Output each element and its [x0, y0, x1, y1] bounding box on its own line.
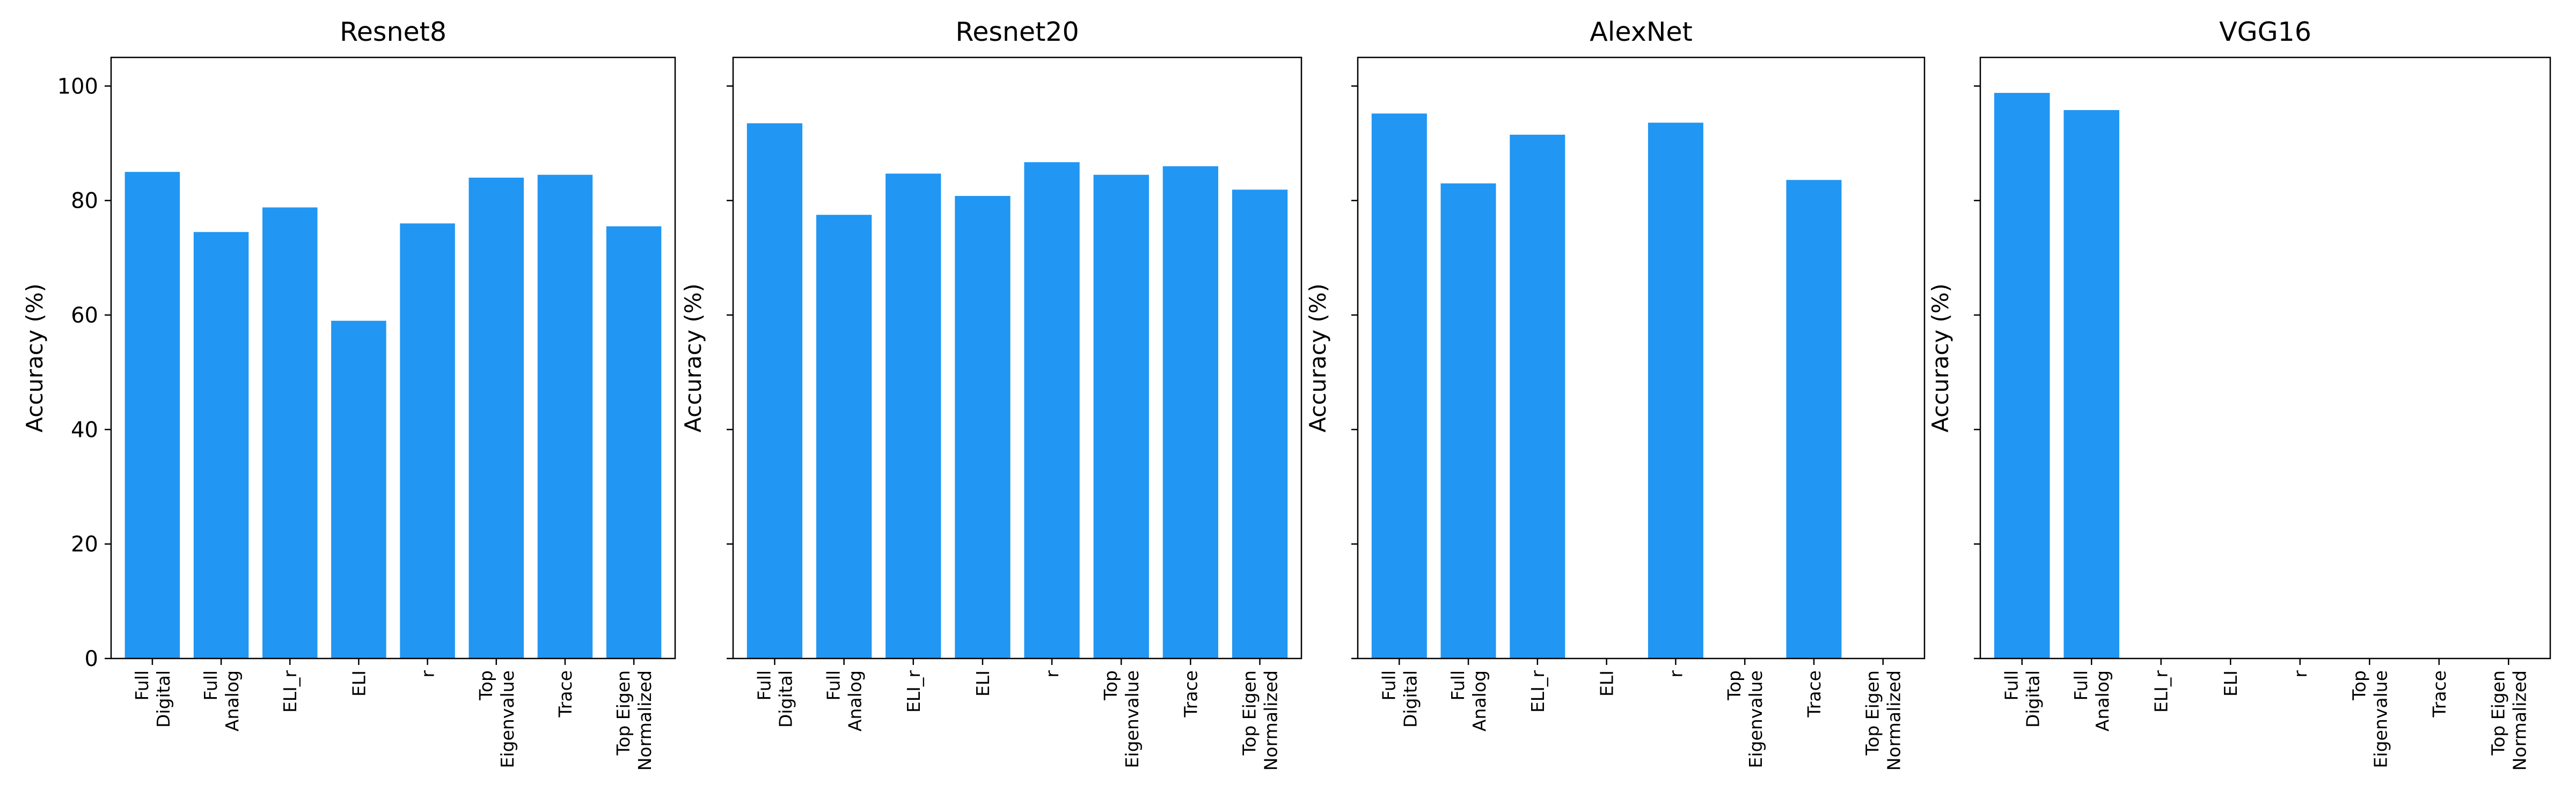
x-tick-label: FullDigital — [131, 670, 174, 728]
chart-title: Resnet8 — [340, 17, 447, 47]
bar — [816, 215, 872, 658]
y-tick-label: 60 — [71, 303, 98, 328]
x-tick-label: FullAnalog — [823, 670, 866, 731]
axes-frame — [110, 56, 676, 660]
x-tick-label: TopEigenvalue — [1724, 670, 1766, 768]
x-tick-label: ELI_r — [1527, 670, 1548, 713]
x-tick-label: TopEigenvalue — [2348, 670, 2391, 768]
x-tick-label: TopEigenvalue — [1100, 670, 1143, 768]
x-tick-label: r — [2290, 670, 2311, 678]
bar — [1162, 166, 1218, 658]
y-tick-label: 0 — [85, 647, 98, 671]
chart-title: AlexNet — [1590, 17, 1692, 47]
x-tick-label: ELI — [1597, 670, 1618, 697]
x-tick-label: FullDigital — [1378, 670, 1421, 728]
bar — [1371, 113, 1427, 658]
x-tick-label: Trace — [2429, 670, 2450, 718]
x-tick-label: Trace — [555, 670, 576, 718]
x-tick-label: ELI_r — [2151, 670, 2172, 713]
x-tick-label: FullAnalog — [2070, 670, 2113, 731]
axes-frame — [732, 56, 1302, 660]
x-tick-label: Top EigenNormalized — [613, 670, 655, 771]
bar — [1024, 162, 1080, 658]
x-tick-label: ELI_r — [280, 670, 301, 713]
x-tick-label: FullDigital — [753, 670, 796, 728]
x-tick-label: r — [418, 670, 438, 678]
bar — [1232, 189, 1288, 658]
y-tick-label: 40 — [71, 418, 98, 442]
bar — [606, 226, 662, 658]
bar — [1648, 122, 1703, 659]
chart-title: VGG16 — [2219, 17, 2311, 47]
bar — [262, 207, 318, 658]
bar — [331, 320, 386, 658]
axes-frame — [1357, 56, 1926, 660]
bar — [1510, 135, 1565, 658]
chart-title: Resnet20 — [955, 17, 1079, 47]
x-tick-label: FullAnalog — [1447, 670, 1490, 731]
bar — [400, 223, 455, 658]
x-tick-label: Trace — [1180, 670, 1201, 718]
bar — [955, 196, 1011, 659]
x-tick-label: ELI — [348, 670, 369, 697]
bar — [1994, 93, 2050, 659]
x-tick-label: ELI — [2220, 670, 2241, 697]
axes-frame — [1979, 56, 2551, 660]
x-tick-label: Top EigenNormalized — [2487, 670, 2530, 771]
chart-panel-2: Accuracy (%) Resnet20 FullDigital FullAnalo… — [680, 17, 1302, 771]
x-tick-label: Trace — [1804, 670, 1825, 718]
chart-panel-1: 0 20 40 60 80 100 Accuracy (%) Resnet8 FullDigit… — [21, 17, 676, 771]
bar — [1786, 180, 1842, 658]
bar — [193, 232, 249, 658]
y-axis-label: Accuracy (%) — [680, 283, 706, 433]
y-tick-label: 80 — [71, 189, 98, 214]
chart-panel-3: Accuracy (%) AlexNet FullDigital FullAnalog… — [1305, 17, 1926, 771]
y-axis-label: Accuracy (%) — [21, 283, 48, 433]
y-axis-label: Accuracy (%) — [1927, 283, 1953, 433]
bar — [469, 178, 524, 658]
bar — [1093, 174, 1149, 658]
x-tick-label: FullAnalog — [200, 670, 243, 731]
x-tick-label: r — [1665, 670, 1686, 678]
bar — [1440, 183, 1496, 658]
y-tick-label: 100 — [57, 74, 98, 99]
x-tick-label: TopEigenvalue — [475, 670, 518, 768]
y-tick-label: 20 — [71, 532, 98, 557]
x-tick-label: FullDigital — [2001, 670, 2044, 728]
bar — [125, 172, 180, 658]
bar — [2063, 110, 2119, 659]
bar — [885, 173, 941, 658]
bar — [537, 174, 593, 658]
bar — [747, 123, 803, 658]
x-tick-label: ELI — [972, 670, 993, 697]
chart-panel-4: Accuracy (%) VGG16 FullDigital FullAnalog EL… — [1927, 17, 2551, 771]
y-axis-label: Accuracy (%) — [1305, 283, 1331, 433]
x-tick-label: r — [1042, 670, 1063, 678]
x-tick-label: Top EigenNormalized — [1862, 670, 1905, 771]
x-tick-label: ELI_r — [903, 670, 924, 713]
x-tick-label: Top EigenNormalized — [1239, 670, 1282, 771]
